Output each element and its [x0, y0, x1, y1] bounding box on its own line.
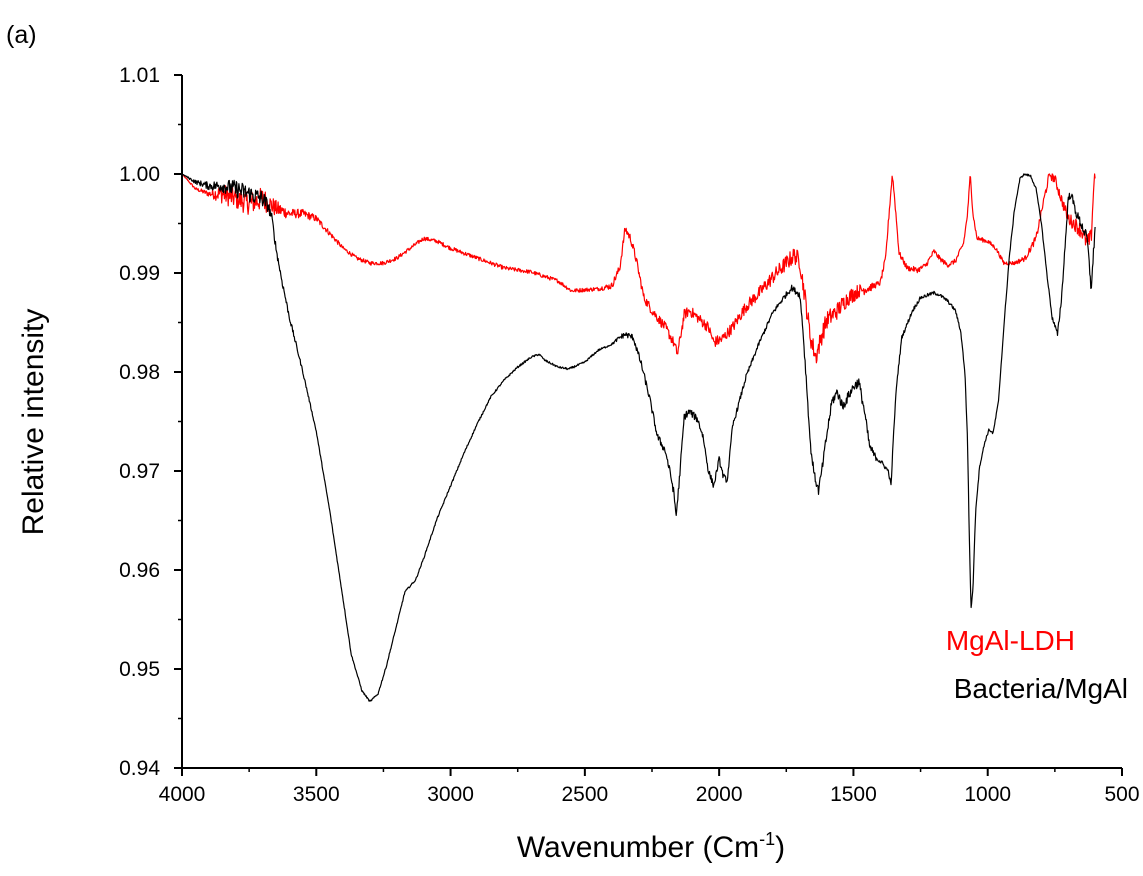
x-tick-label: 3500	[293, 783, 340, 806]
x-tick-label: 500	[1104, 783, 1139, 806]
y-tick-label: 0.97	[119, 460, 160, 483]
x-axis-title: Wavenumber (Cm-1)	[517, 829, 785, 864]
legend: MgAl-LDH Bacteria/MgAl	[946, 625, 1128, 704]
x-axis-title-main: Wavenumber (Cm	[517, 831, 759, 864]
x-tick-label: 2500	[561, 783, 608, 806]
y-tick-label: 1.01	[119, 64, 160, 87]
x-axis-title-close: )	[775, 831, 785, 864]
y-tick-label: 0.96	[119, 559, 160, 582]
y-tick-label: 1.00	[119, 163, 160, 186]
x-tick-label: 1000	[964, 783, 1011, 806]
panel-label: (a)	[6, 21, 37, 49]
legend-label-bacteria-mgal: Bacteria/MgAl	[954, 673, 1128, 704]
y-tick-label: 0.94	[119, 757, 160, 780]
x-axis: 4000 3500 3000 2500 2000 1500 1000 500	[159, 767, 1140, 806]
y-tick-label: 0.95	[119, 658, 160, 681]
x-tick-label: 3000	[427, 783, 474, 806]
y-tick-label: 0.99	[119, 262, 160, 285]
x-tick-label: 1500	[830, 783, 877, 806]
y-tick-label: 0.98	[119, 361, 160, 384]
data-series-group	[181, 173, 1096, 702]
legend-label-mgal-ldh: MgAl-LDH	[946, 625, 1075, 656]
x-tick-label: 2000	[696, 783, 743, 806]
y-axis-title: Relative intensity	[17, 309, 50, 536]
x-axis-title-superscript: -1	[759, 829, 775, 849]
y-axis: 0.94 0.95 0.96 0.97 0.98 0.99 1.00 1.01	[119, 64, 183, 780]
series-line-mgal-ldh	[181, 173, 1096, 364]
series-line-bacteria-mgal	[181, 173, 1096, 702]
x-tick-label: 4000	[159, 783, 206, 806]
